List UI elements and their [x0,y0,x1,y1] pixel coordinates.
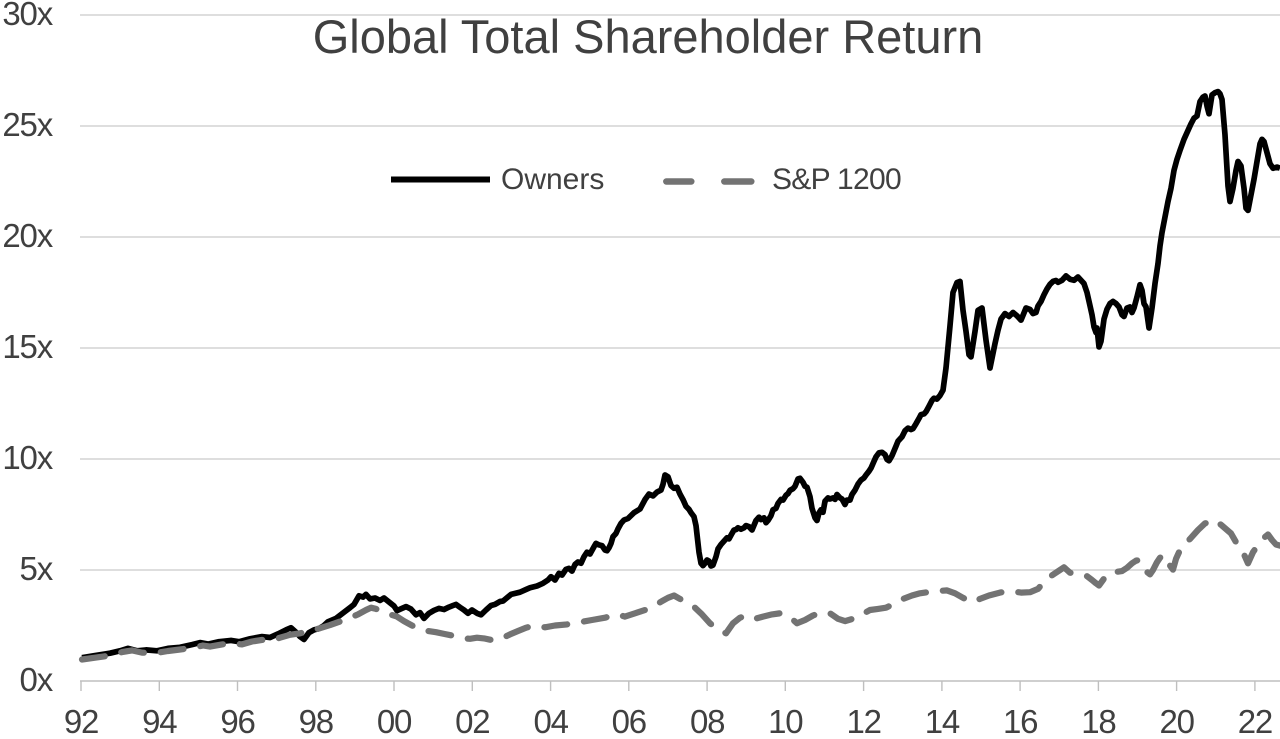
svg-text:02: 02 [455,703,489,739]
svg-text:98: 98 [299,703,333,739]
svg-text:00: 00 [377,703,412,739]
svg-text:25x: 25x [2,106,53,143]
svg-text:S&P 1200: S&P 1200 [772,163,901,196]
svg-text:Global Total Shareholder Retur: Global Total Shareholder Return [313,10,984,63]
svg-text:14: 14 [925,703,960,739]
svg-text:94: 94 [142,703,177,739]
svg-text:92: 92 [64,703,98,739]
svg-text:04: 04 [533,703,568,739]
svg-text:96: 96 [220,703,254,739]
svg-text:18: 18 [1081,703,1115,739]
svg-text:08: 08 [690,703,724,739]
svg-text:10: 10 [768,703,803,739]
svg-text:22: 22 [1238,703,1272,739]
svg-text:06: 06 [612,703,646,739]
svg-text:0x: 0x [20,661,54,698]
svg-text:12: 12 [846,703,880,739]
svg-text:20x: 20x [2,217,53,254]
svg-text:20: 20 [1159,703,1194,739]
svg-text:30x: 30x [2,0,53,32]
svg-text:16: 16 [1003,703,1037,739]
svg-text:Owners: Owners [501,163,604,196]
svg-text:5x: 5x [20,550,54,587]
svg-text:15x: 15x [2,328,53,365]
svg-text:10x: 10x [2,439,53,476]
